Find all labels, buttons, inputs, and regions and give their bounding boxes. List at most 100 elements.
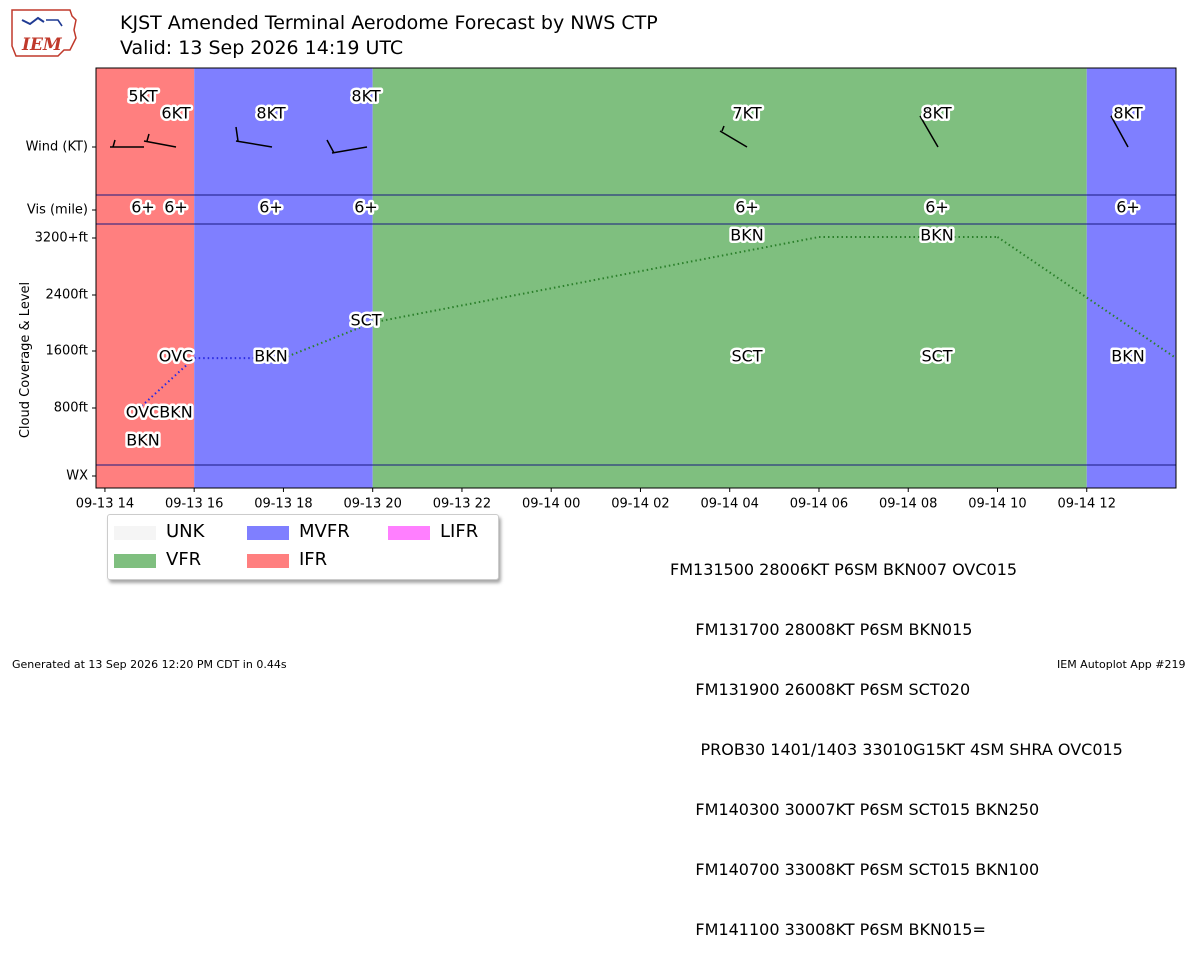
row-dividers (96, 194, 1176, 466)
visibility-label: 6+ (354, 198, 378, 217)
legend-swatch-mvfr (247, 526, 289, 540)
band-mvfr (194, 68, 373, 488)
visibility-label: 6+ (925, 198, 949, 217)
wind-speed-label-halo: 5KT (128, 87, 157, 106)
legend-label: LIFR (440, 521, 479, 542)
x-tick-label: 09-13 14 (76, 497, 134, 512)
wind-barb-staff (235, 140, 273, 148)
wind-speed-label: 8KT (922, 104, 951, 123)
svg-text:IEM: IEM (21, 35, 63, 55)
footer-app: IEM Autoplot App #219 (1057, 658, 1186, 671)
wind-speed-label-halo: 8KT (351, 87, 380, 106)
wind-barb (919, 105, 939, 148)
cloud-label: BKN (730, 226, 763, 245)
wind-barb (110, 139, 144, 148)
cloud-label-halo: SCT (350, 311, 381, 330)
wind-speed-label-halo: 8KT (256, 104, 285, 123)
wind-barb-flag (1111, 105, 1121, 117)
legend-swatch-ifr (247, 554, 289, 568)
visibility-label: 6+ (1116, 198, 1140, 217)
cloud-label: BKN (254, 347, 287, 366)
wind-barb (1110, 105, 1129, 148)
y-tick-label: 800ft (54, 401, 88, 416)
x-tick-label: 09-13 22 (433, 497, 491, 512)
chart-title: KJST Amended Terminal Aerodome Forecast … (120, 12, 658, 34)
wind-barb-staff (919, 115, 939, 148)
wind-barb-staff (1110, 115, 1129, 148)
legend-label: IFR (299, 549, 328, 570)
wind-barb (143, 133, 177, 148)
band-vfr (372, 68, 1087, 488)
taf-text: FM131500 28006KT P6SM BKN007 OVC015 FM13… (670, 520, 1123, 960)
taf-line: FM131900 26008KT P6SM SCT020 (670, 680, 971, 699)
y-tick-label: 3200+ft (35, 231, 88, 246)
visibility-label-halo: 6+ (354, 198, 378, 217)
ceiling-segment (131, 357, 195, 416)
visibility-label-halo: 6+ (1116, 198, 1140, 217)
plot-frame (95, 67, 1177, 489)
wind-barb-flag (235, 126, 239, 142)
legend-swatch-vfr (114, 554, 156, 568)
visibility-label: 6+ (164, 198, 188, 217)
wind-speed-label: 8KT (1113, 104, 1142, 123)
legend-label: UNK (166, 521, 205, 542)
ceiling-line (131, 236, 1177, 416)
wind-barb-flag (721, 125, 725, 132)
visibility-label-halo: 6+ (925, 198, 949, 217)
wind-speed-label: 5KT (128, 87, 157, 106)
wind-barbs (110, 105, 1129, 154)
legend-label: MVFR (299, 521, 350, 542)
wind-barb (719, 125, 748, 148)
visibility-label: 6+ (131, 198, 155, 217)
cloud-label-halo: BKN (254, 347, 287, 366)
taf-line: PROB30 1401/1403 33010G15KT 4SM SHRA OVC… (670, 740, 1123, 759)
x-axis: 09-13 14 09-13 16 09-13 18 09-13 20 09-13 22… (76, 488, 1116, 512)
wind-speed-label-halo: 6KT (161, 104, 190, 123)
x-tick-label: 09-14 06 (790, 497, 848, 512)
cloud-label-halo: SCT (921, 347, 952, 366)
cloud-label: SCT (731, 347, 762, 366)
y-axis-label: Cloud Coverage & Level (18, 282, 33, 438)
cloud-label: BKN (126, 431, 159, 450)
visibility-label-halo: 6+ (164, 198, 188, 217)
wind-barb-staff (719, 130, 748, 148)
visibility-label-halo: 6+ (735, 198, 759, 217)
taf-line: FM140300 30007KT P6SM SCT015 BKN250 (670, 800, 1040, 819)
x-tick-label: 09-13 16 (165, 497, 223, 512)
visibility-label-halo: 6+ (131, 198, 155, 217)
y-tick-label: 2400ft (45, 288, 88, 303)
wind-barb (326, 139, 368, 154)
cloud-label-halo: BKN (920, 226, 953, 245)
flight-category-bands (96, 68, 1176, 488)
footer-generated: Generated at 13 Sep 2026 12:20 PM CDT in… (12, 658, 287, 671)
cloud-label-halo: BKN (126, 431, 159, 450)
wind-speed-label: 6KT (161, 104, 190, 123)
x-tick-label: 09-14 02 (611, 497, 669, 512)
wind-speed-label: 7KT (732, 104, 761, 123)
cloud-label-halo: OVC (126, 403, 160, 422)
taf-line: FM140700 33008KT P6SM SCT015 BKN100 (670, 860, 1040, 879)
cloud-label: BKN (159, 403, 192, 422)
legend-swatch-unk (114, 526, 156, 540)
ceiling-segment (372, 236, 820, 324)
band-ifr (96, 68, 195, 488)
y-tick-label: Vis (mile) (27, 203, 88, 218)
band-mvfr (1086, 68, 1176, 488)
cloud-label-halo: BKN (730, 226, 763, 245)
wind-barb-flag (326, 139, 335, 154)
x-tick-label: 09-14 12 (1058, 497, 1116, 512)
wind-barb-flag (146, 133, 150, 142)
wind-speed-label-halo: 8KT (922, 104, 951, 123)
x-tick-label: 09-14 10 (968, 497, 1026, 512)
wind-barb-staff (331, 146, 368, 154)
legend-swatch-lifr (388, 526, 430, 540)
wind-barb-flag (921, 105, 931, 117)
x-tick-label: 09-14 04 (700, 497, 758, 512)
cloud-label-halo: OVC (159, 347, 193, 366)
x-tick-label: 09-14 00 (522, 497, 580, 512)
taf-line: FM131500 28006KT P6SM BKN007 OVC015 (670, 560, 1018, 579)
cloud-label: SCT (350, 311, 381, 330)
wind-speed-label-halo: 8KT (1113, 104, 1142, 123)
visibility-label: 6+ (735, 198, 759, 217)
